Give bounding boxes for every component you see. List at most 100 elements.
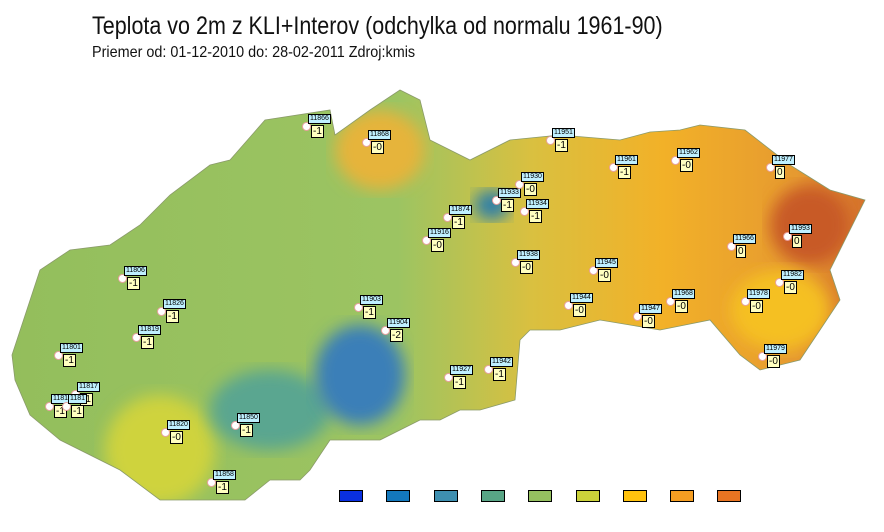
legend-swatch: [622, 490, 647, 502]
legend-swatch: [670, 490, 695, 502]
station-id: 11933: [498, 188, 521, 198]
legend-swatch: [528, 490, 553, 502]
station-value: -1: [216, 481, 229, 494]
station-value: -0: [680, 159, 693, 172]
station-dot-icon: [758, 352, 767, 361]
legend-swatch: [339, 490, 363, 502]
station-value: -2: [390, 329, 403, 342]
legend-swatch: [433, 490, 458, 502]
station-value: -1: [555, 139, 568, 152]
station-value: -1: [141, 336, 154, 349]
station-id: 11966: [733, 234, 756, 244]
station-value: -1: [71, 405, 84, 418]
station-id: 11951: [552, 128, 575, 138]
station-dot-icon: [231, 421, 240, 430]
station-dot-icon: [564, 301, 573, 310]
station-value: -0: [642, 315, 655, 328]
station-value: 0: [736, 245, 746, 258]
station-dot-icon: [633, 312, 642, 321]
station-id: 11934: [526, 199, 549, 209]
station-dot-icon: [546, 136, 555, 145]
station-dot-icon: [45, 402, 54, 411]
station-dot-icon: [381, 326, 390, 335]
station-value: -0: [573, 304, 586, 317]
station-value: -1: [501, 199, 514, 212]
station-id: 11982: [781, 270, 804, 280]
station-id: 11817: [77, 382, 100, 392]
station-dot-icon: [741, 297, 750, 306]
station-dot-icon: [354, 303, 363, 312]
station-id: 11930: [521, 172, 544, 182]
station-dot-icon: [589, 266, 598, 275]
station-id: 11961: [615, 155, 638, 165]
station-value: -0: [170, 431, 183, 444]
station-dot-icon: [62, 402, 71, 411]
legend-swatch: [386, 490, 411, 502]
station-id: 11942: [490, 357, 513, 367]
station-dot-icon: [783, 232, 792, 241]
station-id: 11962: [677, 148, 700, 158]
station-value: -1: [63, 354, 76, 367]
station-value: -0: [767, 355, 780, 368]
station-value: -1: [311, 125, 324, 138]
station-dot-icon: [362, 138, 371, 147]
station-dot-icon: [157, 307, 166, 316]
station-dot-icon: [443, 213, 452, 222]
station-id: 11916: [428, 228, 451, 238]
station-value: -1: [363, 306, 376, 319]
station-value: -1: [452, 216, 465, 229]
map-title: Teplota vo 2m z KLI+Interov (odchylka od…: [92, 12, 663, 40]
station-id: 11979: [764, 344, 787, 354]
station-id: 11978: [747, 289, 770, 299]
station-id: 11874: [449, 205, 472, 215]
station-dot-icon: [775, 278, 784, 287]
station-dot-icon: [484, 365, 493, 374]
station-id: 11866: [308, 114, 331, 124]
station-id: 1181: [68, 394, 88, 404]
station-value: -0: [520, 261, 533, 274]
station-id: 11927: [450, 365, 473, 375]
station-dot-icon: [666, 297, 675, 306]
station-id: 11826: [163, 299, 186, 309]
station-id: 11904: [387, 318, 410, 328]
station-dot-icon: [520, 207, 529, 216]
station-id: 11806: [124, 266, 147, 276]
station-id: 11868: [368, 130, 391, 140]
station-dot-icon: [511, 258, 520, 267]
legend-swatch: [575, 490, 600, 502]
station-id: 11944: [570, 293, 593, 303]
station-dot-icon: [207, 478, 216, 487]
station-value: -1: [240, 424, 253, 437]
station-value: -1: [453, 376, 466, 389]
station-value: -1: [166, 310, 179, 323]
legend-swatch: [480, 490, 505, 502]
station-dot-icon: [492, 196, 501, 205]
station-dot-icon: [609, 163, 618, 172]
station-value: -1: [529, 210, 542, 223]
station-id: 11801: [60, 343, 83, 353]
station-id: 11945: [595, 258, 618, 268]
map-subtitle: Priemer od: 01-12-2010 do: 28-02-2011 Zd…: [92, 44, 416, 61]
station-id: 11977: [772, 155, 795, 165]
station-id: 11819: [138, 325, 161, 335]
station-dot-icon: [515, 180, 524, 189]
station-dot-icon: [302, 122, 311, 131]
station-value: -0: [431, 239, 444, 252]
station-dot-icon: [766, 163, 775, 172]
station-id: 11993: [789, 224, 812, 234]
station-value: -0: [784, 281, 797, 294]
station-value: 0: [792, 235, 802, 248]
station-value: -0: [371, 141, 384, 154]
station-dot-icon: [132, 333, 141, 342]
station-value: -0: [750, 300, 763, 313]
station-id: 11820: [167, 420, 190, 430]
station-dot-icon: [671, 156, 680, 165]
station-dot-icon: [727, 242, 736, 251]
station-id: 11968: [672, 289, 695, 299]
station-value: -1: [493, 368, 506, 381]
station-id: 11850: [237, 413, 260, 423]
station-dot-icon: [422, 236, 431, 245]
station-dot-icon: [54, 351, 63, 360]
station-id: 11903: [360, 295, 383, 305]
